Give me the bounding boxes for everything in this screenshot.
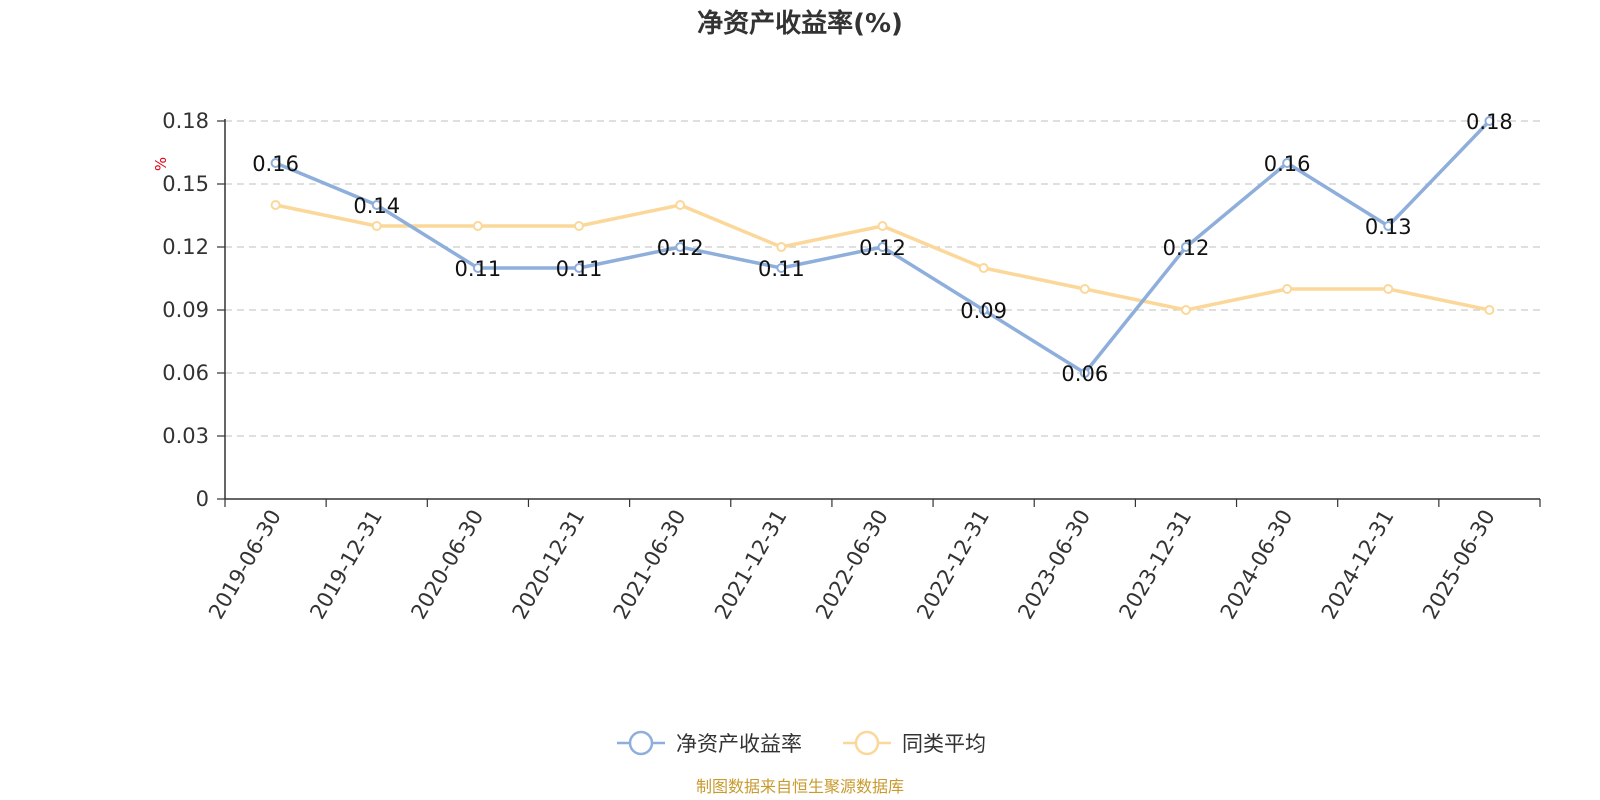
data-label: 0.13 bbox=[1365, 215, 1412, 239]
x-tick-label: 2021-06-30 bbox=[609, 506, 691, 624]
data-point-s1[interactable] bbox=[978, 263, 989, 273]
data-point-s0[interactable] bbox=[877, 242, 888, 252]
legend-label: 同类平均 bbox=[902, 732, 986, 756]
data-label: 0.09 bbox=[960, 299, 1007, 323]
data-point-s1[interactable] bbox=[1484, 305, 1495, 315]
y-tick-label: 0.03 bbox=[162, 424, 209, 448]
axes: 0 0.03 0.06 0.09 0.12 0.15 0.18 2019-06-30 2019-… bbox=[162, 109, 1541, 624]
data-point-s1[interactable] bbox=[675, 200, 686, 210]
x-tick-label: 2025-06-30 bbox=[1418, 506, 1500, 624]
x-tick-label: 2023-06-30 bbox=[1013, 506, 1095, 624]
data-label: 0.16 bbox=[1264, 152, 1311, 176]
x-tick-label: 2020-06-30 bbox=[406, 506, 488, 624]
data-label: 0.18 bbox=[1466, 110, 1513, 134]
grid-lines bbox=[225, 120, 1540, 437]
legend[interactable]: 净资产收益率 同类平均 bbox=[617, 730, 986, 756]
series-lines bbox=[270, 116, 1495, 378]
legend-item-0[interactable]: 净资产收益率 bbox=[617, 730, 802, 756]
data-point-s0[interactable] bbox=[371, 200, 382, 210]
y-tick-label: 0.12 bbox=[162, 235, 209, 259]
x-tick-label: 2019-06-30 bbox=[204, 506, 286, 624]
data-point-s1[interactable] bbox=[371, 221, 382, 231]
data-point-s1[interactable] bbox=[776, 242, 787, 252]
data-point-s0[interactable] bbox=[675, 242, 686, 252]
y-tick-label: 0.15 bbox=[162, 172, 209, 196]
data-label: 0.12 bbox=[859, 236, 906, 260]
data-point-s1[interactable] bbox=[1282, 284, 1293, 294]
legend-item-1[interactable]: 同类平均 bbox=[843, 730, 986, 756]
data-label: 0.06 bbox=[1061, 362, 1108, 386]
data-point-s1[interactable] bbox=[1383, 284, 1394, 294]
y-axis-unit-label: % bbox=[152, 157, 170, 171]
data-point-s0[interactable] bbox=[1282, 158, 1293, 168]
x-tick-label: 2022-12-31 bbox=[912, 505, 994, 623]
data-point-s1[interactable] bbox=[270, 200, 281, 210]
x-tick-label: 2023-12-31 bbox=[1114, 506, 1196, 624]
legend-circle-marker bbox=[628, 730, 654, 756]
y-tick-label: 0 bbox=[196, 487, 209, 511]
data-point-s0[interactable] bbox=[270, 158, 281, 168]
data-label: 0.16 bbox=[252, 152, 299, 176]
x-tick-label: 2020-12-31 bbox=[508, 506, 590, 624]
data-point-s1[interactable] bbox=[1180, 305, 1191, 315]
data-label: 0.11 bbox=[758, 257, 805, 281]
y-tick-label: 0.18 bbox=[162, 109, 209, 133]
x-tick-label: 2024-12-31 bbox=[1317, 506, 1399, 624]
x-tick-label: 2024-06-30 bbox=[1216, 506, 1298, 624]
data-point-s0[interactable] bbox=[978, 305, 989, 315]
data-labels: 0.16 0.14 0.11 0.11 0.12 0.11 0.12 0.09 0.06 0.12… bbox=[252, 110, 1513, 386]
legend-circle-marker bbox=[854, 730, 880, 756]
y-tick-label: 0.06 bbox=[162, 361, 209, 385]
data-point-s0[interactable] bbox=[776, 263, 787, 273]
data-point-s0[interactable] bbox=[472, 263, 483, 273]
chart-title: 净资产收益率(%) bbox=[697, 8, 903, 39]
x-tick-label: 2022-06-30 bbox=[811, 506, 893, 624]
data-point-s0[interactable] bbox=[1484, 116, 1495, 126]
data-label: 0.12 bbox=[657, 236, 704, 260]
data-source-note: 制图数据来自恒生聚源数据库 bbox=[696, 777, 904, 796]
data-label: 0.14 bbox=[353, 194, 400, 218]
data-label: 0.11 bbox=[556, 257, 603, 281]
data-point-s1[interactable] bbox=[574, 221, 585, 231]
data-point-s1[interactable] bbox=[1079, 284, 1090, 294]
data-point-s1[interactable] bbox=[472, 221, 483, 231]
legend-label: 净资产收益率 bbox=[676, 732, 802, 756]
data-label: 0.12 bbox=[1163, 236, 1210, 260]
data-point-s0[interactable] bbox=[1079, 368, 1090, 378]
data-point-s1[interactable] bbox=[877, 221, 888, 231]
data-point-s0[interactable] bbox=[1180, 242, 1191, 252]
x-tick-label: 2019-12-31 bbox=[305, 506, 387, 624]
data-label: 0.11 bbox=[455, 257, 502, 281]
data-point-s0[interactable] bbox=[1383, 221, 1394, 231]
y-tick-label: 0.09 bbox=[162, 298, 209, 322]
x-tick-label: 2021-12-31 bbox=[710, 506, 792, 624]
data-point-s0[interactable] bbox=[574, 263, 585, 273]
